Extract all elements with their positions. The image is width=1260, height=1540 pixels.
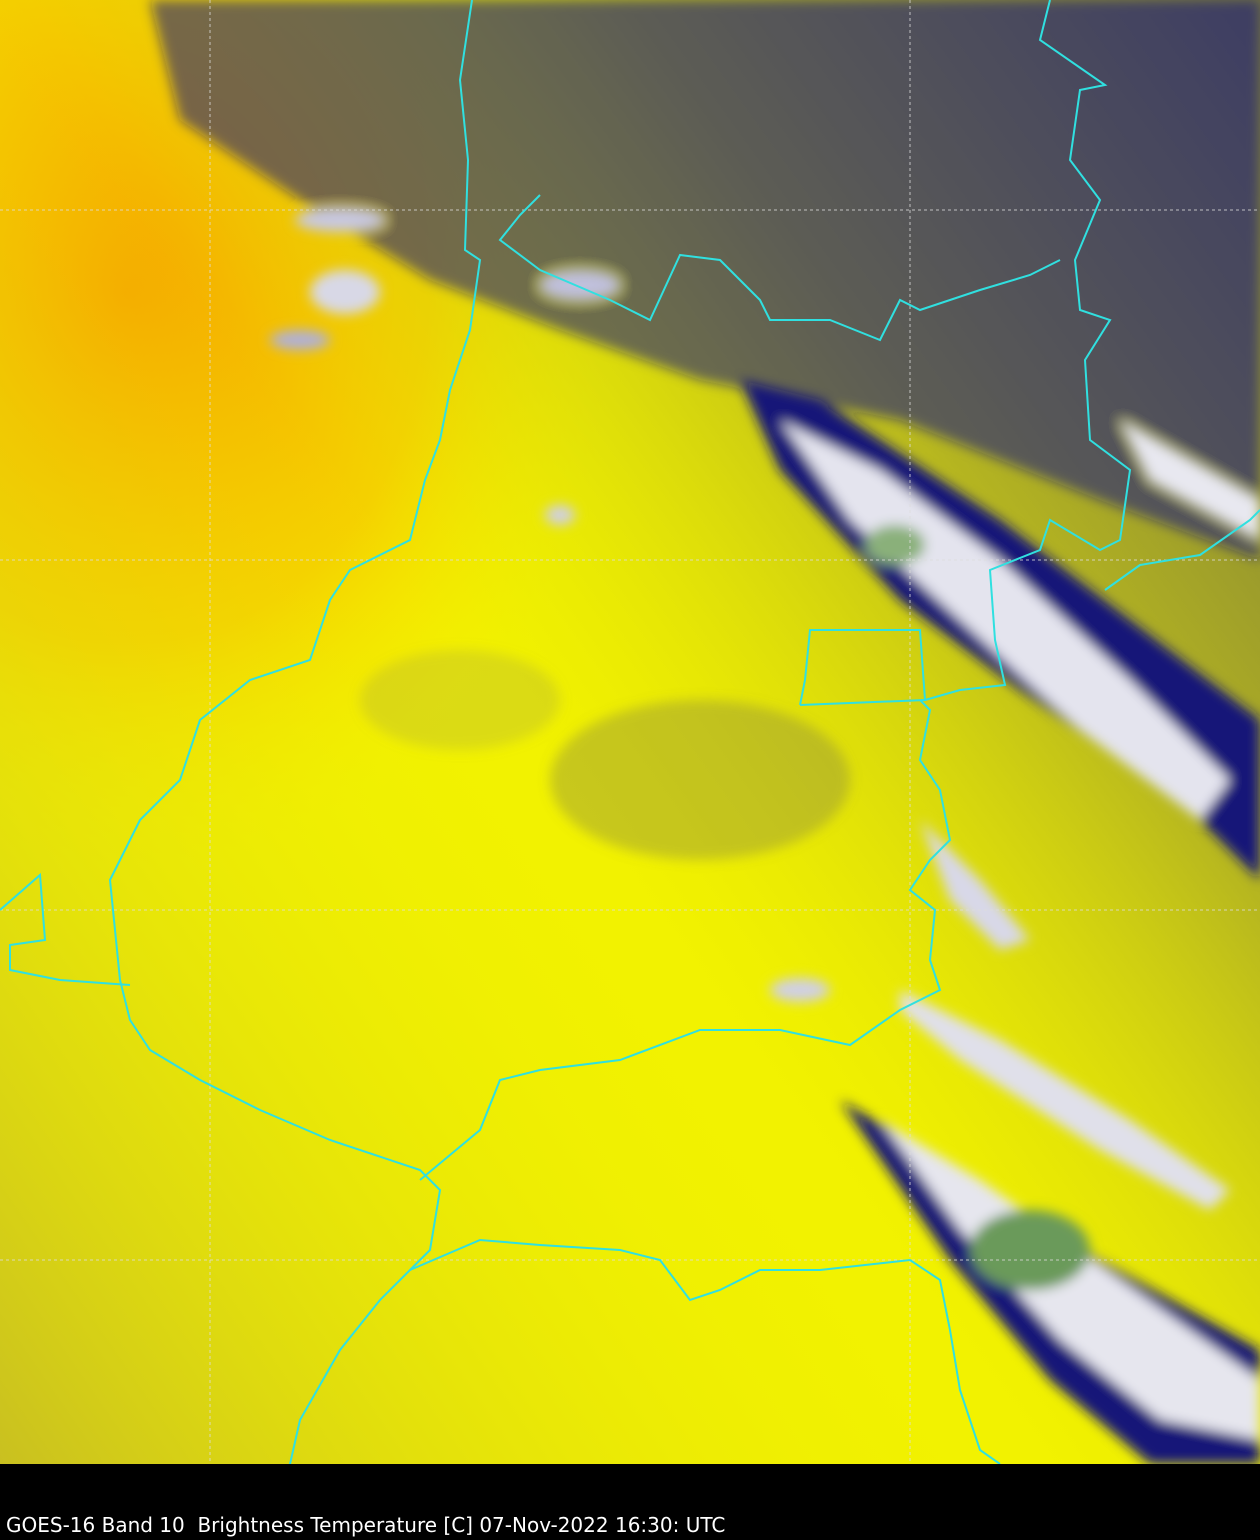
satellite-map	[0, 0, 1260, 1464]
political-borders	[0, 0, 1260, 1464]
cloud-bands	[150, 0, 1260, 1464]
image-caption: GOES-16 Band 10 Brightness Temperature […	[6, 1513, 726, 1537]
lat-lon-grid	[0, 0, 1260, 1464]
